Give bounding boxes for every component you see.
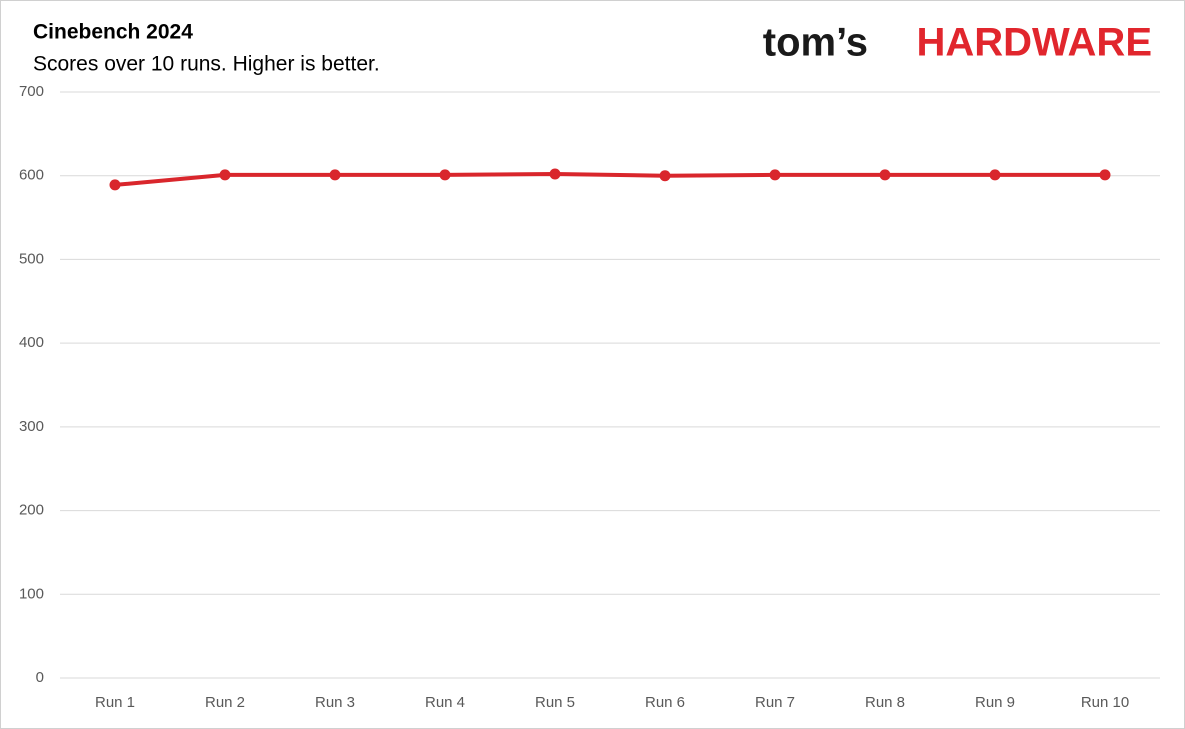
y-tick-label: 0 [36, 669, 44, 686]
y-tick-label: 400 [19, 334, 44, 351]
x-tick-label: Run 4 [425, 694, 465, 711]
data-point [989, 169, 1001, 181]
x-tick-label: Run 6 [645, 694, 685, 711]
data-point [769, 169, 781, 181]
y-tick-label: 700 [19, 83, 44, 100]
x-tick-label: Run 9 [975, 694, 1015, 711]
logo-prefix: tom’s [763, 21, 868, 65]
x-tick-label: Run 3 [315, 694, 355, 711]
data-point [1099, 169, 1111, 181]
y-tick-label: 500 [19, 250, 44, 267]
data-point [659, 170, 671, 182]
x-tick-label: Run 1 [95, 694, 135, 711]
data-point [439, 169, 451, 181]
data-point [109, 179, 121, 191]
chart-subtitle: Scores over 10 runs. Higher is better. [33, 53, 380, 76]
data-point [879, 169, 891, 181]
x-tick-label: Run 8 [865, 694, 905, 711]
data-point [219, 169, 231, 181]
y-tick-label: 200 [19, 502, 44, 519]
data-point [329, 169, 341, 181]
x-tick-label: Run 5 [535, 694, 575, 711]
y-tick-label: 300 [19, 418, 44, 435]
data-point [549, 168, 561, 180]
y-tick-label: 600 [19, 167, 44, 184]
chart-title: Cinebench 2024 [33, 21, 193, 44]
logo-brand: HARDWARE [916, 21, 1152, 65]
y-tick-label: 100 [19, 585, 44, 602]
x-tick-label: Run 10 [1081, 694, 1129, 711]
x-tick-label: Run 7 [755, 694, 795, 711]
data-line [114, 172, 1105, 187]
x-tick-label: Run 2 [205, 694, 245, 711]
